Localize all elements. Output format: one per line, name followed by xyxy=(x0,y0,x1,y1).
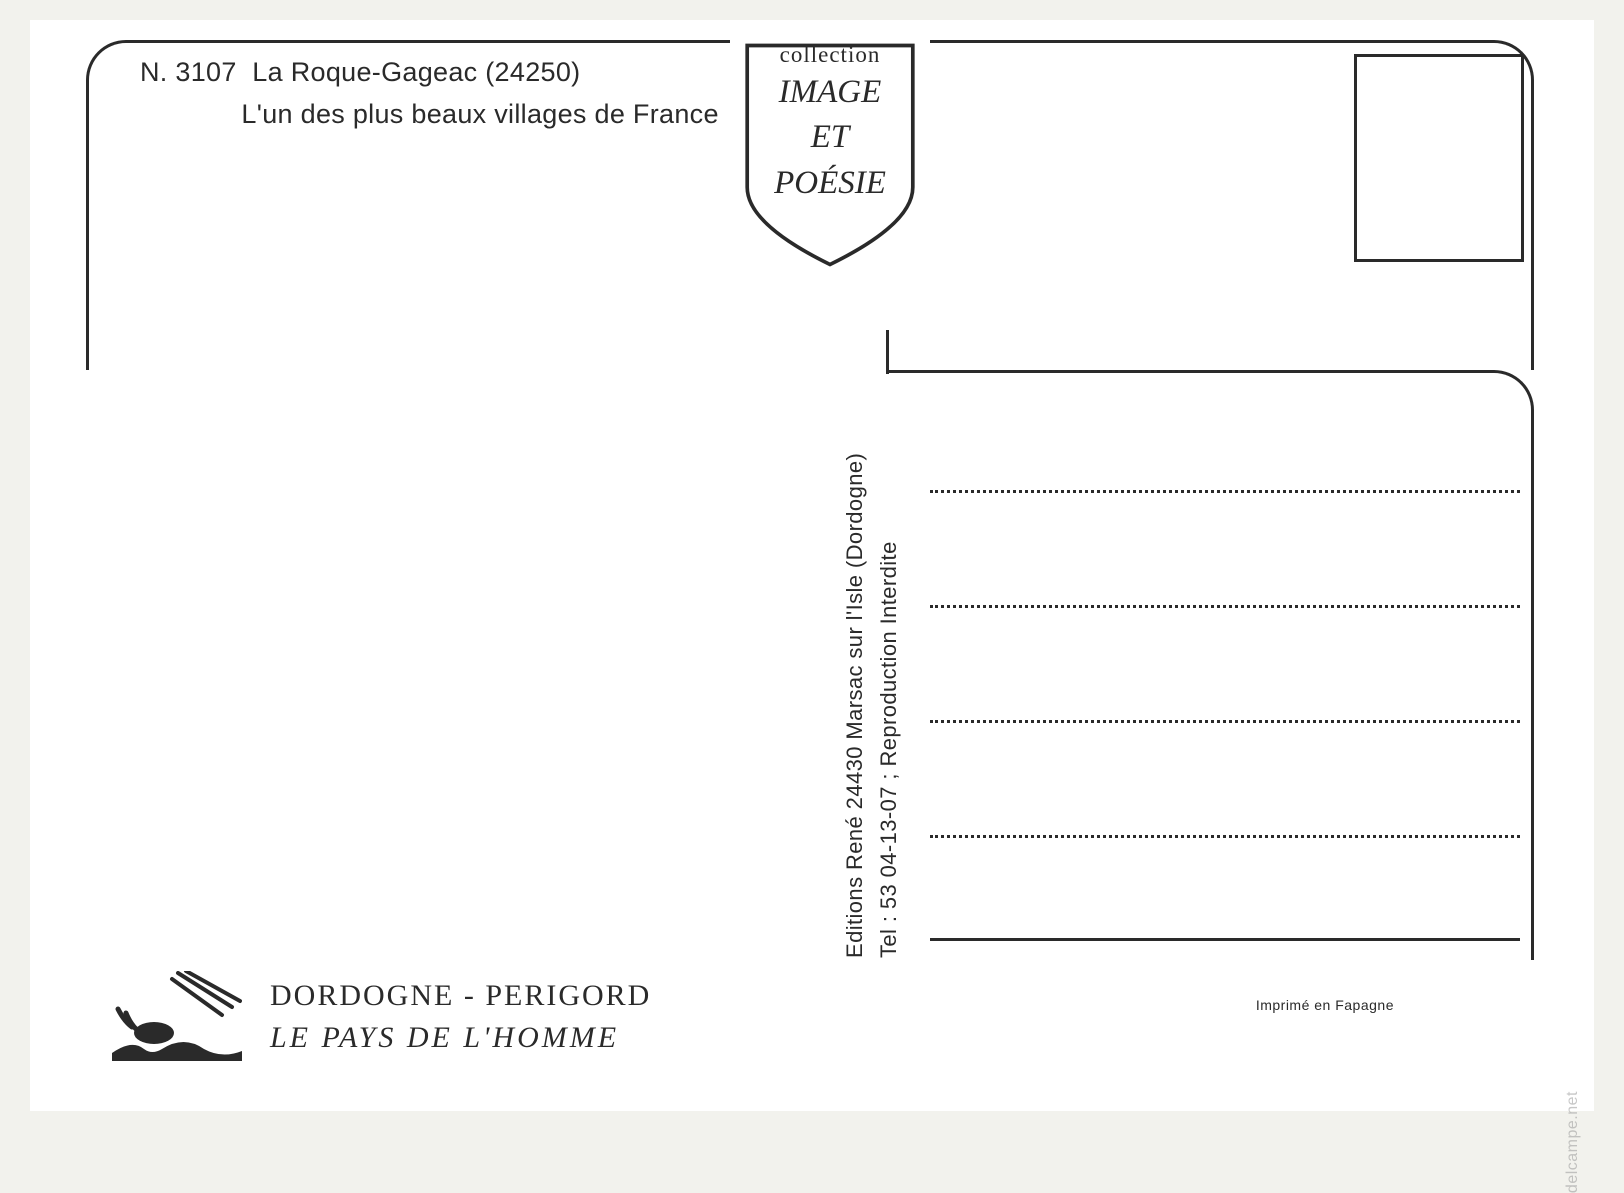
address-line xyxy=(930,490,1520,493)
region-block: DORDOGNE - PERIGORD LE PAYS DE L'HOMME xyxy=(270,975,651,1059)
tagline: L'un des plus beaux villages de France xyxy=(241,99,718,129)
region-line2: LE PAYS DE L'HOMME xyxy=(270,1017,651,1059)
ref-number: 3107 xyxy=(175,57,236,87)
postcode: (24250) xyxy=(485,57,580,87)
imprint: Imprimé en Fapagne xyxy=(1256,997,1394,1013)
shield-line2: ET xyxy=(730,117,930,158)
stamp-box xyxy=(1354,54,1524,262)
prehistoric-logo-icon xyxy=(112,971,242,1061)
address-line xyxy=(930,605,1520,608)
postcard-back: N. 3107 La Roque-Gageac (24250) L'un des… xyxy=(30,20,1594,1111)
ref-prefix: N. xyxy=(140,57,168,87)
title-block: N. 3107 La Roque-Gageac (24250) L'un des… xyxy=(140,52,719,136)
publisher-credit: Editions René 24430 Marsac sur l'Isle (D… xyxy=(838,378,906,958)
address-line xyxy=(930,835,1520,838)
place-name: La Roque-Gageac xyxy=(252,57,477,87)
shield-line3: POÉSIE xyxy=(730,163,930,204)
shield-line1: IMAGE xyxy=(730,72,930,113)
shield-text: collection IMAGE ET POÉSIE xyxy=(730,42,930,204)
publisher-line1: Editions René 24430 Marsac sur l'Isle (D… xyxy=(838,378,872,958)
publisher-line2: Tel : 53 04-13-07 ; Reproduction Interdi… xyxy=(872,378,906,958)
region-line1: DORDOGNE - PERIGORD xyxy=(270,975,651,1017)
watermark: delcampe.net xyxy=(1564,1091,1582,1193)
address-line xyxy=(930,720,1520,723)
shield-label: collection xyxy=(730,42,930,68)
frame-joiner xyxy=(886,330,889,374)
collection-shield: collection IMAGE ET POÉSIE xyxy=(730,30,930,280)
address-lines xyxy=(930,490,1520,941)
address-underline xyxy=(930,938,1520,941)
